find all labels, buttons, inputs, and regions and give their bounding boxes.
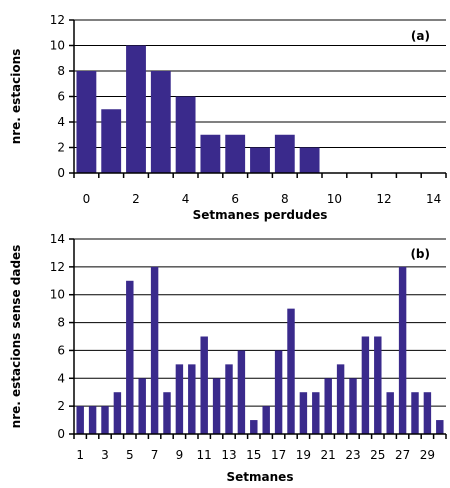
chart-b-bar [88,406,97,434]
chart-b-x-tick-label: 17 [271,448,286,462]
chart-b-bar [175,364,184,434]
chart-b-y-tick-label: 12 [50,260,65,274]
chart-b-y-tick-label: 8 [57,316,65,330]
chart-b-bar [361,336,370,434]
chart-b-x-tick-label: 23 [345,448,360,462]
chart-a-bar [250,147,270,173]
chart-b-panel-label: (b) [410,247,430,261]
chart-b-bar [225,364,233,434]
chart-a-bar [150,71,171,173]
chart-b-bar [262,406,270,434]
chart-a-panel-label: (a) [411,29,430,43]
chart-b-y-tick-label: 10 [50,288,65,302]
chart-a-y-tick-label: 0 [57,166,65,180]
chart-b-y-tick-label: 2 [57,399,65,413]
chart-b-bar [299,392,308,434]
chart-a-x-tick-label: 2 [132,192,140,206]
chart-a-bar [175,96,196,173]
chart-b-x-tick-label: 11 [197,448,212,462]
chart-b-bar [287,308,295,434]
chart-b-x-tick-label: 7 [151,448,159,462]
chart-a-y-tick-label: 6 [57,90,65,104]
chart-b-bar [188,364,196,434]
chart-a-bar [126,45,146,173]
chart-a-bar [200,134,221,173]
chart-b-bar [386,392,394,434]
chart-a-y-tick-label: 8 [57,64,65,78]
chart-b-bar [336,364,345,434]
chart-b-bar [237,350,246,434]
chart-b-bar [398,266,407,434]
chart-a-y-axis-title: nre. estacions [9,49,23,145]
chart-b-x-tick-label: 19 [296,448,311,462]
chart-a-bar [299,147,320,173]
chart-b-x-tick-label: 3 [101,448,109,462]
chart-a-x-axis-title: Setmanes perdudes [193,208,328,222]
chart-b-bar [324,378,332,434]
chart-a-x-tick-label: 4 [182,192,190,206]
chart-b-x-tick-label: 27 [395,448,410,462]
chart-b-bar [113,392,122,434]
chart-b-bar [138,378,146,434]
chart-a-x-tick-label: 6 [231,192,239,206]
chart-a-bar [76,71,97,173]
chart-a-x-tick-label: 10 [327,192,342,206]
chart-b-bar [411,392,419,434]
chart-a-y-tick-label: 10 [50,39,65,53]
chart-b-bar [274,350,283,434]
chart-b-bar [126,280,134,434]
chart-b-y-axis-title: nre. estacions sense dades [9,245,23,429]
chart-b-x-tick-label: 1 [76,448,84,462]
chart-a-x-tick-label: 8 [281,192,289,206]
chart-b-x-axis-title: Setmanes [227,470,294,484]
chart-b-bar [101,406,109,434]
chart-b-x-tick-label: 21 [321,448,336,462]
chart-a-y-tick-label: 12 [50,13,65,27]
chart-a-y-tick-label: 4 [57,115,65,129]
chart-a-x-tick-label: 14 [426,192,441,206]
chart-b-y-tick-label: 6 [57,343,65,357]
chart-b-y-tick-label: 14 [50,232,65,246]
chart-a-y-tick-label: 2 [57,141,65,155]
chart-b-y-tick-label: 0 [57,427,65,441]
chart-b-x-tick-label: 15 [246,448,261,462]
chart-b-bar [200,336,208,434]
chart-b-bar [76,406,84,434]
chart-b-x-tick-label: 13 [221,448,236,462]
chart-b-bar [436,420,444,434]
chart-b-bar [150,266,159,434]
chart-b-x-tick-label: 25 [370,448,385,462]
chart-b-x-tick-label: 9 [176,448,184,462]
chart-a-bar [101,109,122,173]
chart-b-bar [250,420,258,434]
chart-b-x-tick-label: 29 [420,448,435,462]
chart-b-bar [374,336,382,434]
chart-a-x-tick-label: 12 [376,192,391,206]
chart-a-bar [274,134,295,173]
chart-b-bar [212,378,221,434]
chart-b-x-tick-label: 5 [126,448,134,462]
chart-b-y-tick-label: 4 [57,371,65,385]
chart-a-bar [225,134,246,173]
chart-a-x-tick-label: 0 [83,192,91,206]
chart-b-bar [349,378,357,434]
chart-b-bar [423,392,432,434]
chart-b-bar [312,392,320,434]
chart-b-bar [163,392,171,434]
